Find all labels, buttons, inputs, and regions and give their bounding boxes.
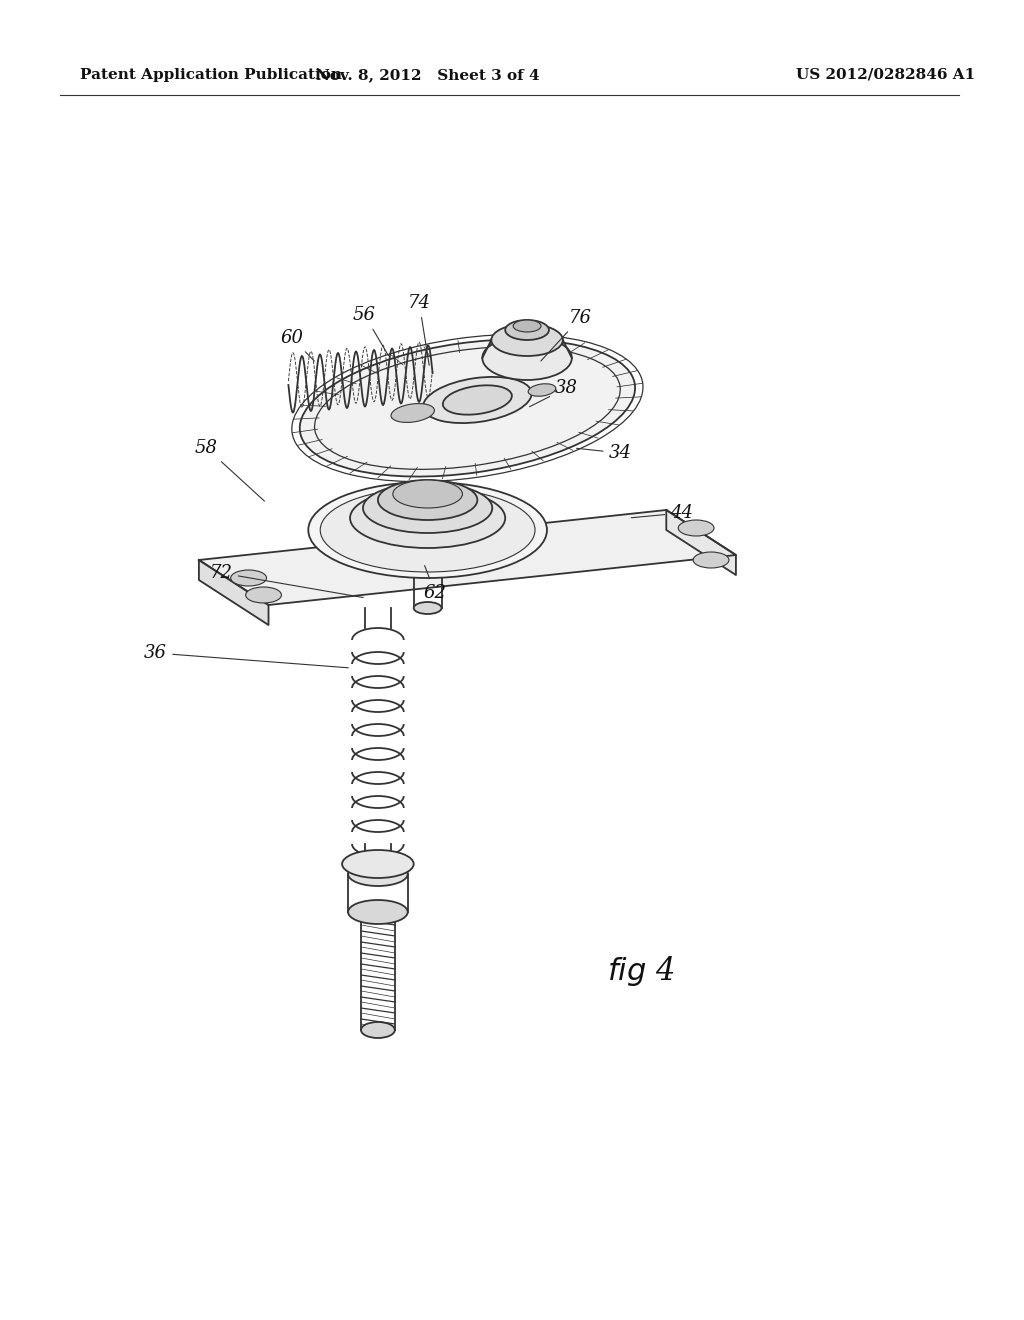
Ellipse shape	[414, 602, 441, 614]
Ellipse shape	[308, 482, 547, 578]
Ellipse shape	[482, 337, 571, 380]
Ellipse shape	[513, 319, 541, 333]
Ellipse shape	[350, 488, 505, 548]
Ellipse shape	[442, 385, 512, 414]
Ellipse shape	[362, 483, 493, 533]
Text: 56: 56	[353, 306, 388, 355]
Text: 76: 76	[541, 309, 592, 360]
Ellipse shape	[342, 850, 414, 878]
Ellipse shape	[348, 900, 408, 924]
Text: 72: 72	[210, 564, 364, 598]
Ellipse shape	[230, 570, 266, 586]
Ellipse shape	[378, 480, 477, 520]
Text: 34: 34	[577, 444, 632, 462]
Text: 38: 38	[529, 379, 578, 407]
Ellipse shape	[246, 587, 282, 603]
Text: Nov. 8, 2012   Sheet 3 of 4: Nov. 8, 2012 Sheet 3 of 4	[315, 69, 540, 82]
Text: $\mathit{fig}$ 4: $\mathit{fig}$ 4	[606, 954, 674, 987]
Text: 36: 36	[144, 644, 348, 668]
Ellipse shape	[393, 480, 463, 508]
Text: 44: 44	[631, 504, 693, 521]
Polygon shape	[199, 510, 736, 605]
Text: 58: 58	[195, 440, 264, 502]
Ellipse shape	[423, 378, 531, 424]
Polygon shape	[667, 510, 736, 576]
Ellipse shape	[693, 552, 729, 568]
Text: Patent Application Publication: Patent Application Publication	[80, 69, 342, 82]
Polygon shape	[199, 560, 268, 624]
Ellipse shape	[505, 319, 549, 341]
Ellipse shape	[348, 862, 408, 886]
Ellipse shape	[678, 520, 714, 536]
Text: 74: 74	[408, 294, 431, 366]
Text: 62: 62	[424, 565, 446, 602]
Ellipse shape	[492, 323, 563, 356]
Ellipse shape	[391, 404, 434, 422]
Text: 60: 60	[281, 329, 314, 360]
Ellipse shape	[321, 488, 535, 572]
Ellipse shape	[361, 1022, 395, 1038]
Ellipse shape	[528, 384, 556, 396]
Ellipse shape	[300, 339, 635, 477]
Text: US 2012/0282846 A1: US 2012/0282846 A1	[796, 69, 975, 82]
